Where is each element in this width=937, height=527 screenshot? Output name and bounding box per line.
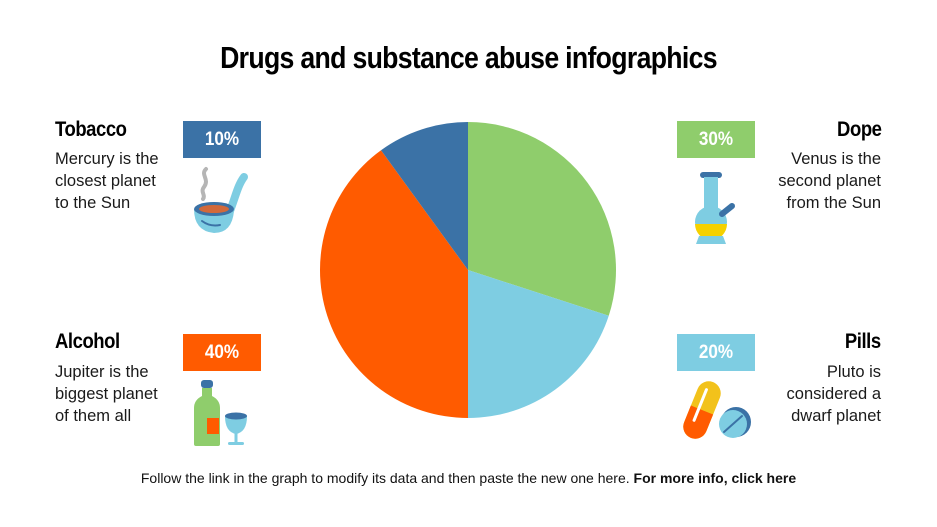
alcohol-percent-badge: 40% bbox=[183, 334, 261, 371]
pills-percent: 20% bbox=[698, 341, 734, 363]
alcohol-desc-line: Jupiter is the bbox=[55, 363, 149, 381]
tobacco-desc-line: closest planet bbox=[55, 172, 156, 190]
dope-desc-line: from the Sun bbox=[786, 194, 881, 212]
bong-icon bbox=[695, 172, 735, 244]
tobacco-desc-line: to the Sun bbox=[55, 194, 131, 212]
alcohol-title: Alcohol bbox=[55, 330, 120, 353]
pie-slice-pills bbox=[468, 270, 609, 418]
pills-title: Pills bbox=[845, 330, 881, 353]
tobacco-description: Mercury is the closest planet to the Sun bbox=[55, 148, 159, 214]
dope-percent: 30% bbox=[698, 128, 734, 150]
pie-slice-tobacco bbox=[381, 122, 468, 270]
bottle-glass-icon bbox=[194, 380, 247, 446]
page-title: Drugs and substance abuse infographics bbox=[220, 40, 717, 75]
tobacco-desc-line: Mercury is the bbox=[55, 150, 159, 168]
pills-desc-line: Pluto is bbox=[826, 363, 881, 381]
alcohol-desc-line: of them all bbox=[55, 407, 132, 425]
dope-desc-line: second planet bbox=[778, 172, 881, 190]
alcohol-desc-line: biggest planet bbox=[55, 385, 158, 403]
dope-desc-line: Venus is the bbox=[791, 150, 881, 168]
pie-slice-alcohol bbox=[319, 150, 468, 418]
dope-percent-badge: 30% bbox=[677, 121, 755, 158]
tobacco-title: Tobacco bbox=[55, 118, 127, 141]
dope-title: Dope bbox=[836, 118, 882, 141]
pie-chart bbox=[319, 122, 616, 418]
pills-desc-line: dwarf planet bbox=[791, 407, 881, 425]
alcohol-description: Jupiter is the biggest planet of them al… bbox=[55, 361, 158, 427]
pills-description: Pluto is considered a dwarf planet bbox=[787, 361, 881, 427]
more-info-link[interactable]: For more info, click here bbox=[633, 470, 797, 486]
pills-percent-badge: 20% bbox=[677, 334, 755, 371]
tobacco-percent: 10% bbox=[204, 128, 240, 150]
pills-icon bbox=[683, 381, 751, 439]
tobacco-percent-badge: 10% bbox=[183, 121, 261, 158]
pie-slice-dope bbox=[468, 122, 616, 316]
pills-desc-line: considered a bbox=[786, 385, 881, 403]
footer-text: Follow the link in the graph to modify i… bbox=[140, 470, 630, 486]
pipe-icon bbox=[194, 167, 248, 233]
alcohol-percent: 40% bbox=[204, 341, 240, 363]
dope-description: Venus is the second planet from the Sun bbox=[778, 148, 881, 214]
footer: Follow the link in the graph to modify i… bbox=[0, 470, 937, 486]
